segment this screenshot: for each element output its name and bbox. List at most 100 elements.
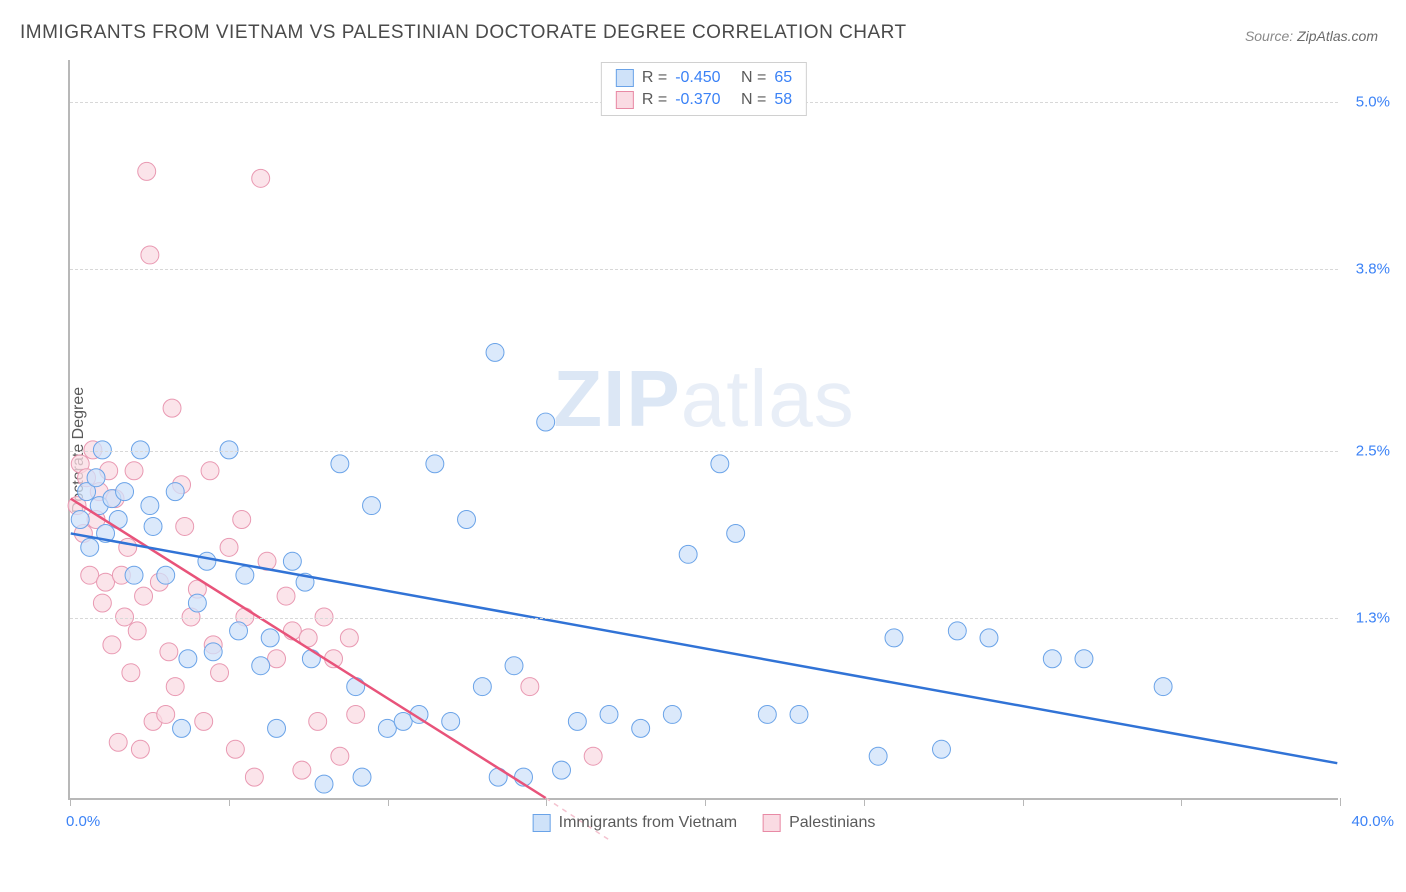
point-vietnam (252, 657, 270, 675)
point-vietnam (173, 719, 191, 737)
point-vietnam (553, 761, 571, 779)
palestinians-n-value: 58 (774, 91, 792, 109)
point-vietnam (1075, 650, 1093, 668)
point-palestinians (81, 566, 99, 584)
vietnam-r-value: -0.450 (675, 69, 720, 87)
point-palestinians (315, 608, 333, 626)
regression-line-vietnam (71, 533, 1338, 763)
point-vietnam (198, 552, 216, 570)
point-vietnam (458, 511, 476, 529)
point-vietnam (486, 343, 504, 361)
point-vietnam (353, 768, 371, 786)
point-vietnam (230, 622, 248, 640)
chart-container: Doctorate Degree ZIPatlas R = -0.450 N =… (20, 60, 1386, 840)
point-vietnam (157, 566, 175, 584)
point-vietnam (188, 594, 206, 612)
point-palestinians (245, 768, 263, 786)
point-palestinians (521, 678, 539, 696)
point-palestinians (109, 733, 127, 751)
point-vietnam (394, 712, 412, 730)
point-palestinians (176, 517, 194, 535)
swatch-pink-icon (763, 814, 781, 832)
point-vietnam (727, 524, 745, 542)
point-vietnam (331, 455, 349, 473)
legend-item-vietnam: Immigrants from Vietnam (533, 814, 737, 832)
gridline (70, 451, 1338, 452)
point-palestinians (293, 761, 311, 779)
point-vietnam (885, 629, 903, 647)
y-tick-label: 3.8% (1356, 261, 1390, 278)
n-label: N = (741, 91, 766, 109)
point-vietnam (93, 441, 111, 459)
point-vietnam (426, 455, 444, 473)
point-vietnam (302, 650, 320, 668)
point-palestinians (201, 462, 219, 480)
point-vietnam (144, 517, 162, 535)
point-vietnam (473, 678, 491, 696)
y-tick-label: 5.0% (1356, 93, 1390, 110)
source-value: ZipAtlas.com (1297, 28, 1378, 44)
point-vietnam (442, 712, 460, 730)
point-palestinians (138, 162, 156, 180)
gridline (70, 618, 1338, 619)
point-vietnam (948, 622, 966, 640)
point-vietnam (204, 643, 222, 661)
point-vietnam (179, 650, 197, 668)
point-palestinians (226, 740, 244, 758)
palestinians-r-value: -0.370 (675, 91, 720, 109)
point-palestinians (163, 399, 181, 417)
point-vietnam (933, 740, 951, 758)
scatter-svg (70, 60, 1338, 798)
point-vietnam (87, 469, 105, 487)
correlation-legend: R = -0.450 N = 65 R = -0.370 N = 58 (601, 62, 807, 116)
source-label: Source: (1245, 28, 1293, 44)
point-palestinians (157, 705, 175, 723)
x-tick (229, 798, 230, 806)
y-tick-label: 2.5% (1356, 442, 1390, 459)
x-tick (864, 798, 865, 806)
point-vietnam (261, 629, 279, 647)
plot-area: ZIPatlas R = -0.450 N = 65 R = -0.370 N … (68, 60, 1338, 800)
point-palestinians (584, 747, 602, 765)
point-vietnam (758, 705, 776, 723)
point-palestinians (220, 538, 238, 556)
swatch-blue-icon (616, 69, 634, 87)
point-palestinians (93, 594, 111, 612)
point-vietnam (663, 705, 681, 723)
legend-row-vietnam: R = -0.450 N = 65 (616, 67, 792, 89)
point-vietnam (980, 629, 998, 647)
point-palestinians (347, 705, 365, 723)
point-vietnam (790, 705, 808, 723)
legend-palestinians-label: Palestinians (789, 814, 875, 832)
point-vietnam (363, 497, 381, 515)
point-palestinians (125, 462, 143, 480)
point-palestinians (135, 587, 153, 605)
point-palestinians (131, 740, 149, 758)
point-vietnam (81, 538, 99, 556)
x-tick (1340, 798, 1341, 806)
x-tick (70, 798, 71, 806)
point-palestinians (141, 246, 159, 264)
y-tick-label: 1.3% (1356, 610, 1390, 627)
point-palestinians (211, 664, 229, 682)
point-vietnam (347, 678, 365, 696)
point-palestinians (122, 664, 140, 682)
gridline (70, 269, 1338, 270)
point-vietnam (315, 775, 333, 793)
point-palestinians (103, 636, 121, 654)
point-palestinians (252, 169, 270, 187)
point-vietnam (568, 712, 586, 730)
swatch-blue-icon (533, 814, 551, 832)
point-vietnam (71, 511, 89, 529)
vietnam-n-value: 65 (774, 69, 792, 87)
point-vietnam (1043, 650, 1061, 668)
point-palestinians (97, 573, 115, 591)
series-legend: Immigrants from Vietnam Palestinians (533, 814, 876, 832)
point-vietnam (141, 497, 159, 515)
point-palestinians (195, 712, 213, 730)
point-vietnam (869, 747, 887, 765)
point-vietnam (166, 483, 184, 501)
point-palestinians (233, 511, 251, 529)
point-palestinians (331, 747, 349, 765)
r-label: R = (642, 91, 667, 109)
